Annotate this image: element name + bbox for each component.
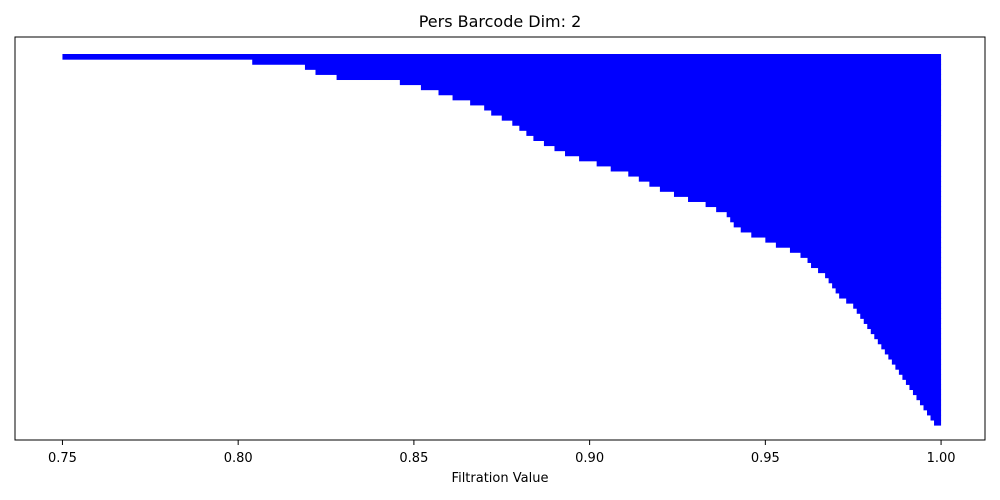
barcode-bar	[828, 277, 942, 284]
chart-title: Pers Barcode Dim: 2	[419, 12, 582, 31]
x-axis-ticks: 0.75 0.80 0.85 0.90 0.95 1.00	[48, 440, 956, 466]
barcode-bar	[438, 89, 942, 96]
barcode-bar	[877, 338, 942, 345]
barcode-bar	[853, 303, 942, 309]
plot-frame	[14, 36, 986, 441]
barcode-bar	[740, 226, 942, 233]
barcode-bar	[526, 130, 942, 136]
x-tick-label: 0.75	[48, 451, 77, 466]
barcode-bar	[789, 247, 942, 253]
barcode-bar	[596, 160, 942, 167]
barcode-bar	[519, 125, 942, 131]
barcode-bar	[638, 175, 942, 182]
barcode-bar	[501, 114, 942, 121]
barcode-bar	[628, 170, 942, 177]
x-tick-label: 0.80	[224, 451, 253, 466]
barcode-bar	[726, 211, 942, 218]
barcode-bar	[870, 328, 942, 335]
barcode-bar	[733, 221, 942, 228]
x-tick-label: 0.90	[575, 451, 604, 466]
barcode-bar	[905, 379, 942, 385]
barcode-bar	[898, 369, 942, 375]
barcode-bar	[610, 165, 942, 172]
barcode-bar	[860, 313, 942, 319]
barcode-bar	[304, 64, 942, 70]
barcode-bar	[775, 242, 942, 248]
barcode-bar	[818, 267, 942, 274]
barcode-bar	[315, 69, 942, 75]
barcode-bar	[533, 135, 942, 141]
barcode-bar	[62, 54, 942, 60]
barcode-bar	[470, 99, 942, 106]
barcode-bar	[835, 287, 942, 294]
barcode-bar	[565, 150, 942, 157]
barcode-bar	[807, 257, 942, 263]
barcode-bar	[399, 79, 942, 86]
barcode-bar	[673, 191, 942, 197]
x-axis-label: Filtration Value	[452, 471, 549, 486]
barcode-bar	[512, 120, 942, 126]
barcode-bar	[856, 308, 942, 314]
barcode-bar	[825, 272, 942, 279]
barcode-bar	[881, 343, 942, 350]
x-tick-label: 0.95	[751, 451, 780, 466]
barcode-bar	[811, 262, 942, 269]
barcode-bar	[554, 145, 942, 152]
barcode-bar	[484, 104, 942, 111]
barcode-bar	[420, 84, 942, 91]
barcode-bar	[688, 196, 942, 202]
barcode-bar	[649, 181, 942, 187]
barcode-bar	[765, 236, 942, 243]
barcode-bar	[839, 292, 942, 299]
barcode-bar	[800, 252, 942, 258]
barcode-bar	[730, 216, 942, 223]
barcode-bar	[867, 323, 942, 330]
barcode-bar	[930, 414, 942, 421]
barcode-bar	[716, 206, 942, 213]
barcode-bar	[751, 231, 942, 238]
barcode-bar	[916, 394, 942, 401]
barcode-bar	[452, 94, 942, 101]
barcode-bar	[912, 389, 942, 396]
barcode-bar	[336, 74, 942, 81]
barcode-bar	[919, 399, 942, 406]
barcode-bar	[491, 109, 942, 116]
barcode-bar	[832, 282, 942, 289]
barcode-bar	[579, 155, 942, 162]
barcode-bar	[927, 409, 942, 416]
barcode-bar	[252, 59, 942, 65]
barcode-bar	[909, 384, 942, 391]
barcode-bar	[543, 140, 942, 147]
barcode-bar	[888, 353, 942, 360]
barcode-bar	[884, 348, 942, 355]
barcode-bar	[659, 186, 942, 192]
barcode-bar	[895, 364, 942, 370]
barcode-bars	[62, 54, 942, 426]
barcode-bar	[863, 318, 942, 324]
x-tick-label: 0.85	[399, 451, 428, 466]
barcode-bar	[923, 404, 942, 411]
barcode-bar	[874, 333, 942, 340]
x-tick-label: 1.00	[927, 451, 956, 466]
barcode-bar	[891, 358, 942, 365]
barcode-bar	[705, 201, 942, 208]
barcode-bar	[902, 374, 942, 380]
barcode-bar	[846, 297, 942, 304]
barcode-bar	[934, 419, 942, 426]
